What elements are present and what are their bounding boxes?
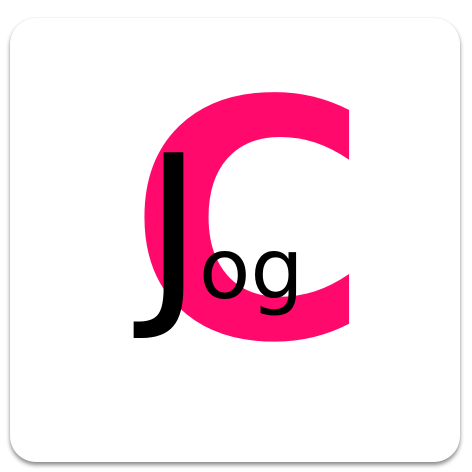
app-icon-tile[interactable]: C Jog	[10, 18, 460, 462]
app-logo: C Jog	[10, 18, 460, 462]
logo-j-letter: J	[144, 113, 203, 346]
logo-og-letters: og	[198, 220, 304, 318]
logo-c-letter: C	[128, 31, 371, 415]
logo-wordmark: Jog	[144, 130, 304, 330]
